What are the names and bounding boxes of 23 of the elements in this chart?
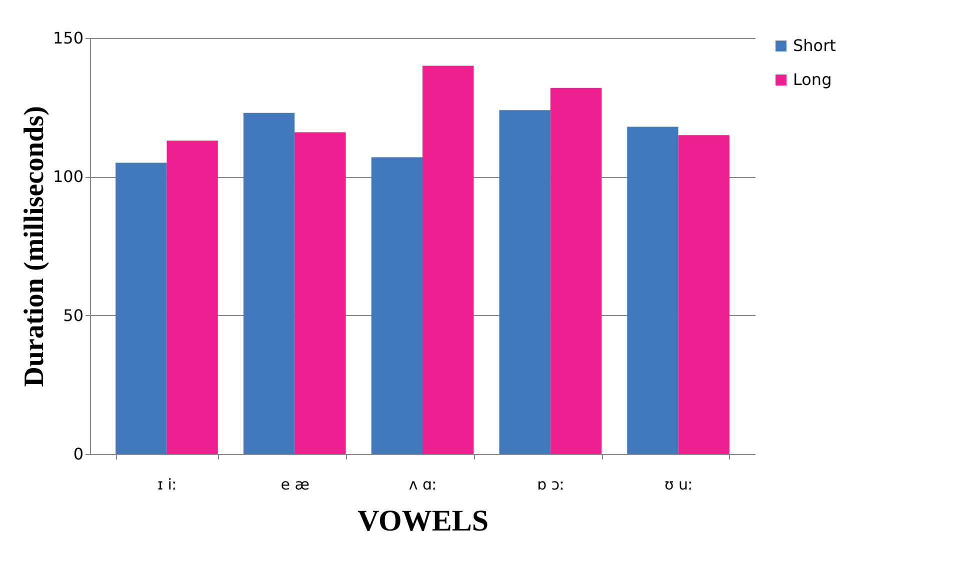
- x-tick-label: ɪ iː: [157, 476, 178, 494]
- x-tick-label: ʊ uː: [664, 476, 694, 494]
- bar: [116, 162, 167, 454]
- bar: [294, 132, 346, 454]
- y-tick-label: 100: [52, 167, 84, 186]
- x-tick-label: e æ: [280, 476, 310, 494]
- y-tick-label: 150: [52, 28, 84, 48]
- y-tick-label: 50: [63, 306, 84, 325]
- x-tick-label: ɒ ɔː: [537, 476, 565, 494]
- bar: [550, 88, 602, 454]
- bar: [243, 112, 295, 454]
- x-tick-label: ʌ ɑː: [408, 476, 438, 494]
- bar: [678, 135, 730, 454]
- legend-label: Short: [793, 36, 836, 55]
- bar: [422, 66, 474, 454]
- x-axis-title: VOWELS: [357, 504, 489, 538]
- bar: [499, 110, 550, 454]
- bar: [371, 157, 422, 454]
- bar: [627, 126, 678, 454]
- bar: [166, 140, 218, 454]
- y-axis-title: Duration (milliseconds): [18, 106, 50, 387]
- y-tick-label: 0: [73, 444, 84, 464]
- legend-label: Long: [793, 70, 832, 89]
